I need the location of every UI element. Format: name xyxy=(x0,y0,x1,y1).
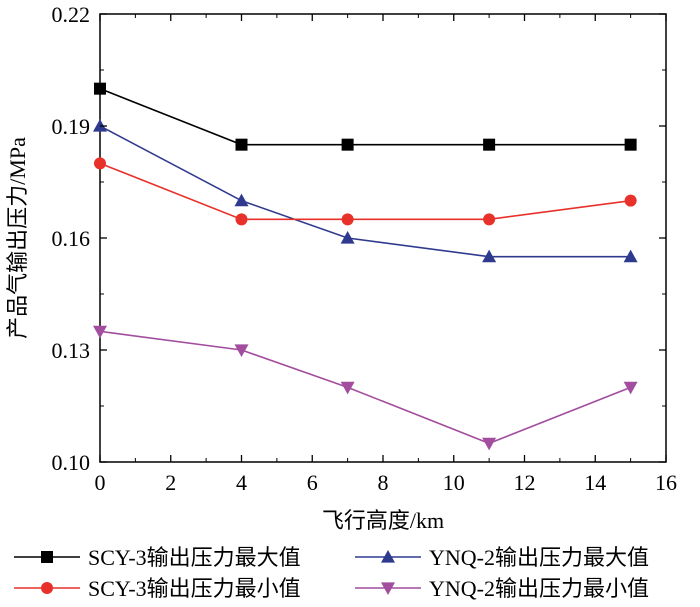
x-axis-ticks: 0 2 4 6 8 10 12 14 16 xyxy=(95,14,677,495)
legend-item: SCY-3输出压力最大值 xyxy=(14,545,301,570)
x-tick-label: 8 xyxy=(378,470,389,495)
series-line xyxy=(99,330,631,445)
x-axis-title: 飞行高度/km xyxy=(322,508,444,533)
y-tick-label: 0.22 xyxy=(52,2,91,27)
series-4 xyxy=(93,325,638,451)
series-line xyxy=(99,162,631,221)
data-point xyxy=(93,325,107,339)
x-tick-label: 6 xyxy=(307,470,318,495)
data-point xyxy=(341,138,354,151)
y-tick-label: 0.10 xyxy=(52,450,91,475)
legend-item: YNQ-2输出压力最小值 xyxy=(355,576,649,601)
data-point xyxy=(483,138,496,151)
y-tick-label: 0.16 xyxy=(52,226,91,251)
series-3 xyxy=(94,157,637,226)
data-point xyxy=(482,437,497,451)
y-tick-label: 0.13 xyxy=(52,338,91,363)
plot-frame xyxy=(99,13,667,463)
series-line xyxy=(99,125,631,258)
legend-marker xyxy=(41,551,53,563)
data-point xyxy=(235,213,248,226)
data-point xyxy=(235,138,248,151)
x-tick-label: 16 xyxy=(655,470,677,495)
x-tick-label: 2 xyxy=(165,470,176,495)
data-point xyxy=(483,213,496,226)
y-axis-ticks: 0.10 0.13 0.16 0.19 0.22 xyxy=(52,2,666,475)
y-tick-label: 0.19 xyxy=(52,114,91,139)
data-point xyxy=(624,138,637,151)
data-point xyxy=(341,213,354,226)
legend-marker xyxy=(41,582,53,594)
x-tick-label: 4 xyxy=(236,470,247,495)
x-tick-label: 0 xyxy=(95,470,106,495)
x-tick-label: 10 xyxy=(443,470,465,495)
data-point xyxy=(340,381,355,395)
data-point xyxy=(623,381,638,395)
series-layer xyxy=(93,82,638,451)
data-point xyxy=(94,157,106,170)
legend-label: YNQ-2输出压力最大值 xyxy=(429,545,649,570)
x-tick-label: 14 xyxy=(584,470,606,495)
series-1 xyxy=(94,82,637,151)
y-axis-title: 产品气输出压力/MPa xyxy=(5,137,30,339)
plot-border xyxy=(99,13,667,463)
data-point xyxy=(234,193,249,207)
legend-marker xyxy=(381,550,395,563)
legend-item: YNQ-2输出压力最大值 xyxy=(355,545,649,570)
x-tick-label: 12 xyxy=(514,470,536,495)
data-point xyxy=(340,231,355,244)
legend-label: SCY-3输出压力最大值 xyxy=(88,545,301,570)
series-2 xyxy=(93,119,638,263)
series-line xyxy=(99,87,631,146)
data-point xyxy=(482,249,497,263)
legend-marker xyxy=(381,582,395,595)
data-point xyxy=(93,119,107,132)
legend-item: SCY-3输出压力最小值 xyxy=(14,576,301,601)
data-point xyxy=(623,249,638,263)
data-point xyxy=(94,82,106,95)
data-point xyxy=(624,194,637,207)
legend: SCY-3输出压力最大值 YNQ-2输出压力最大值 SCY-3输出压力最小值 YNQ-… xyxy=(14,545,649,601)
legend-label: SCY-3输出压力最小值 xyxy=(88,576,301,601)
legend-label: YNQ-2输出压力最小值 xyxy=(429,576,649,601)
data-point xyxy=(234,344,249,357)
